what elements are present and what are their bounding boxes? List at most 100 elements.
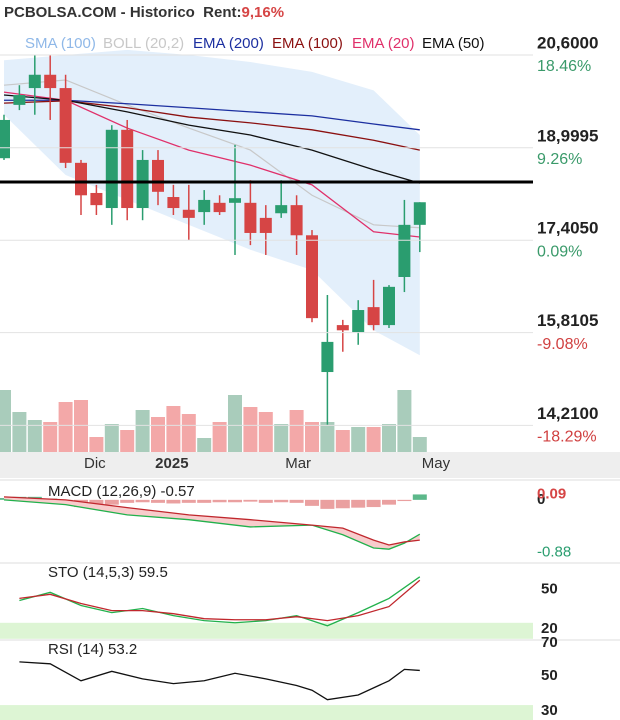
legend-entry: EMA (50) <box>422 35 485 52</box>
current-value: 0.09 <box>537 485 566 502</box>
candle-body <box>105 129 118 209</box>
volume-bar <box>243 407 258 452</box>
histogram-bar <box>289 499 304 503</box>
candle-body <box>152 159 164 192</box>
candle-body <box>167 197 180 209</box>
volume-bar <box>0 390 11 452</box>
indicator-line <box>3 91 420 238</box>
histogram-bar <box>181 499 196 503</box>
volume-bar <box>197 438 212 452</box>
y-tick-label: 14,2100 <box>537 404 598 423</box>
y-tick-label: 20 <box>541 620 558 637</box>
histogram-bar <box>120 499 135 503</box>
volume-bar <box>305 422 319 452</box>
volume-bar <box>351 427 366 452</box>
y-tick-label: 50 <box>541 667 558 684</box>
y2-tick-label: 18.46% <box>537 58 591 75</box>
y2-tick-label: 9.26% <box>537 151 582 168</box>
candle-body <box>290 205 303 236</box>
candle-body <box>59 88 72 163</box>
y2-tick-label: -18.29% <box>537 429 597 446</box>
candle-body <box>136 159 149 209</box>
indicator-title: MACD (12,26,9) -0.57 <box>48 483 195 500</box>
candle-body <box>229 198 241 203</box>
candle-body <box>259 217 272 233</box>
histogram-bar <box>104 499 119 505</box>
volume-bar <box>166 406 181 452</box>
candle-body <box>90 192 103 206</box>
y2-tick-label: -9.08% <box>537 336 588 353</box>
y-tick-label: 0 <box>537 491 545 508</box>
candle-body <box>398 224 411 277</box>
volume-bar <box>58 402 73 452</box>
price-area <box>0 49 427 452</box>
volume-bar <box>212 422 227 452</box>
volume-bar <box>320 422 335 452</box>
x-tick-label: Dic <box>84 455 106 472</box>
volume-bar <box>289 410 304 452</box>
volume-bar <box>27 420 42 452</box>
y-tick-label: 18,9995 <box>537 126 598 145</box>
y-tick-label: 20,6000 <box>537 34 598 53</box>
histogram-bar <box>397 499 412 502</box>
volume-bar <box>228 395 242 452</box>
histogram-bar <box>212 499 227 503</box>
candle-body <box>13 95 26 105</box>
legend-entry: EMA (20) <box>352 35 415 52</box>
histogram-bar <box>151 499 165 503</box>
bollinger-band <box>4 49 420 356</box>
legend-entry: SMA (100) <box>25 35 96 52</box>
x-tick-label: May <box>422 455 451 472</box>
chart-title: PCBOLSA.COM - Historico Rent: <box>4 4 242 21</box>
plot-layer: 20,6000 18,9995 17,4050 15,8105 14,2100 18.46… <box>0 34 598 720</box>
y-tick-label: 15,8105 <box>537 311 598 330</box>
candle-body <box>75 162 87 196</box>
volume-bar <box>43 422 58 452</box>
histogram-bar <box>166 499 181 504</box>
y2-tick-label: 0.09% <box>537 243 582 260</box>
histogram-bar <box>366 499 381 508</box>
y-tick-label: -0.88 <box>537 544 571 561</box>
candle-body <box>321 341 334 373</box>
histogram-bar <box>89 499 104 506</box>
macd-fill <box>4 496 420 550</box>
oscillator-line <box>19 579 421 622</box>
candle-body <box>306 235 318 319</box>
volume-bar <box>104 424 119 452</box>
volume-bar <box>258 412 273 452</box>
volume-bar <box>151 417 165 452</box>
macd-line <box>3 496 420 546</box>
volume-bar <box>412 437 427 452</box>
y-tick-label: 30 <box>541 702 558 719</box>
volume-bar <box>89 437 104 452</box>
volume-bar <box>382 424 396 452</box>
histogram-bar <box>351 499 366 508</box>
candle-body <box>367 307 380 326</box>
candle-body <box>213 202 226 213</box>
candle-body <box>352 310 365 333</box>
oscillator-line <box>19 661 420 701</box>
legend-entry: EMA (100) <box>272 35 343 52</box>
candle-body <box>198 199 211 213</box>
volume-bar <box>366 427 381 452</box>
histogram-bar <box>335 499 350 509</box>
volume-bar <box>135 410 150 452</box>
candle-body <box>244 202 257 233</box>
histogram-bar <box>197 499 212 503</box>
histogram-bar <box>320 499 335 509</box>
legend-entry: EMA (200) <box>193 35 264 52</box>
histogram-bar <box>135 499 150 503</box>
volume-bar <box>335 430 350 452</box>
oversold-zone <box>0 705 533 720</box>
oversold-zone <box>0 622 533 639</box>
indicator-line <box>3 94 420 184</box>
volume-bar <box>12 412 27 452</box>
volume-bar <box>74 400 88 452</box>
y-tick-label: 17,4050 <box>537 219 598 238</box>
candle-body <box>28 74 41 89</box>
histogram-bar <box>258 499 273 503</box>
x-tick-label: Mar <box>285 455 311 472</box>
histogram-bar <box>228 499 242 503</box>
